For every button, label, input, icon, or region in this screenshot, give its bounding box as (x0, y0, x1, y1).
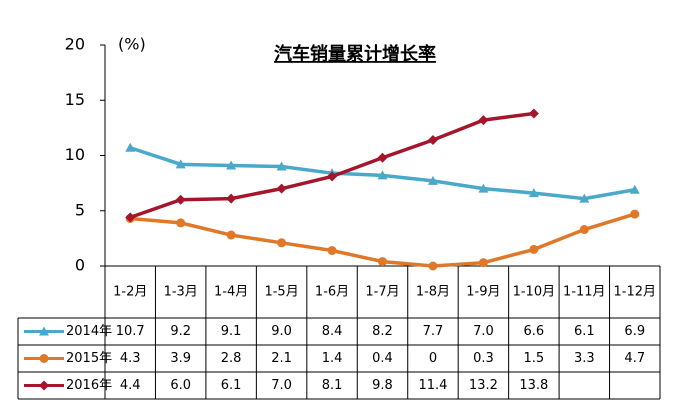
point (478, 115, 489, 126)
table-value: 2.8 (221, 351, 242, 366)
table-value: 1.4 (322, 351, 343, 366)
table-value: 11.4 (418, 378, 447, 393)
x-tick-label: 1-3月 (164, 285, 198, 300)
table-value: 9.1 (221, 324, 242, 339)
table-value: 6.1 (221, 378, 242, 393)
x-tick-label: 1-7月 (365, 285, 399, 300)
x-tick-label: 1-12月 (614, 285, 657, 300)
table-value: 2.1 (271, 351, 292, 366)
point (327, 171, 338, 182)
table-value: 9.2 (170, 324, 191, 339)
table-value: 0.3 (473, 351, 494, 366)
point (428, 261, 438, 271)
x-tick-label: 1-11月 (563, 285, 606, 300)
table-value: 4.3 (120, 351, 141, 366)
point (276, 183, 287, 194)
point (277, 238, 287, 248)
point (125, 212, 136, 223)
y-tick-label: 10 (65, 145, 85, 164)
y-tick-label: 0 (75, 256, 85, 275)
table-value: 13.2 (469, 378, 498, 393)
point (629, 184, 640, 194)
y-tick-label: 5 (75, 200, 85, 219)
table-value: 3.9 (170, 351, 191, 366)
point (427, 175, 438, 185)
table-value: 6.0 (170, 378, 191, 393)
point (327, 246, 337, 256)
table-value: 9.0 (271, 324, 292, 339)
point (39, 354, 49, 363)
point (39, 380, 49, 391)
point (378, 257, 387, 267)
table-value: 0.4 (372, 351, 393, 366)
point (176, 218, 186, 228)
point (276, 161, 287, 171)
y-tick-label: 20 (65, 35, 85, 54)
point (226, 160, 237, 170)
point (226, 230, 236, 240)
legend-label: 2015年 (66, 351, 112, 366)
point (226, 193, 237, 204)
x-tick-label: 1-4月 (214, 285, 248, 300)
table-value: 7.0 (473, 324, 494, 339)
x-tick-label: 1-6月 (315, 285, 349, 300)
table-value: 6.9 (624, 324, 645, 339)
table-value: 7.0 (271, 378, 292, 393)
x-tick-label: 1-9月 (466, 285, 500, 300)
table-value: 8.4 (322, 324, 343, 339)
x-tick-label: 1-8月 (416, 285, 450, 300)
point (39, 326, 49, 336)
table-value: 4.4 (120, 378, 141, 393)
y-tick-label: 15 (65, 90, 85, 109)
point (377, 152, 388, 163)
x-tick-label: 1-2月 (113, 285, 147, 300)
table-value: 6.6 (524, 324, 545, 339)
point (630, 209, 640, 219)
point (427, 135, 438, 146)
x-tick-label: 1-10月 (513, 285, 556, 300)
table-value: 9.8 (372, 378, 393, 393)
point (175, 194, 186, 205)
chart-title: 汽车销量累计增长率 (274, 43, 436, 65)
point (579, 225, 589, 235)
point (478, 258, 488, 268)
point (377, 170, 388, 180)
point (529, 244, 539, 254)
point (579, 193, 590, 203)
y-axis-label: (%) (118, 35, 146, 54)
table-value: 10.7 (116, 324, 145, 339)
point (478, 183, 489, 193)
point (528, 108, 539, 119)
point (528, 188, 539, 198)
table-value: 13.8 (519, 378, 548, 393)
table-value: 8.2 (372, 324, 393, 339)
legend-label: 2014年 (66, 324, 112, 339)
x-tick-label: 1-5月 (264, 285, 298, 300)
table-value: 1.5 (524, 351, 545, 366)
table-value: 4.7 (624, 351, 645, 366)
legend-label: 2016年 (66, 378, 112, 393)
point (175, 159, 186, 169)
table-value: 7.7 (423, 324, 444, 339)
table-value: 0 (429, 351, 437, 366)
table-value: 8.1 (322, 378, 343, 393)
table-value: 6.1 (574, 324, 595, 339)
point (125, 142, 136, 152)
table-value: 3.3 (574, 351, 595, 366)
